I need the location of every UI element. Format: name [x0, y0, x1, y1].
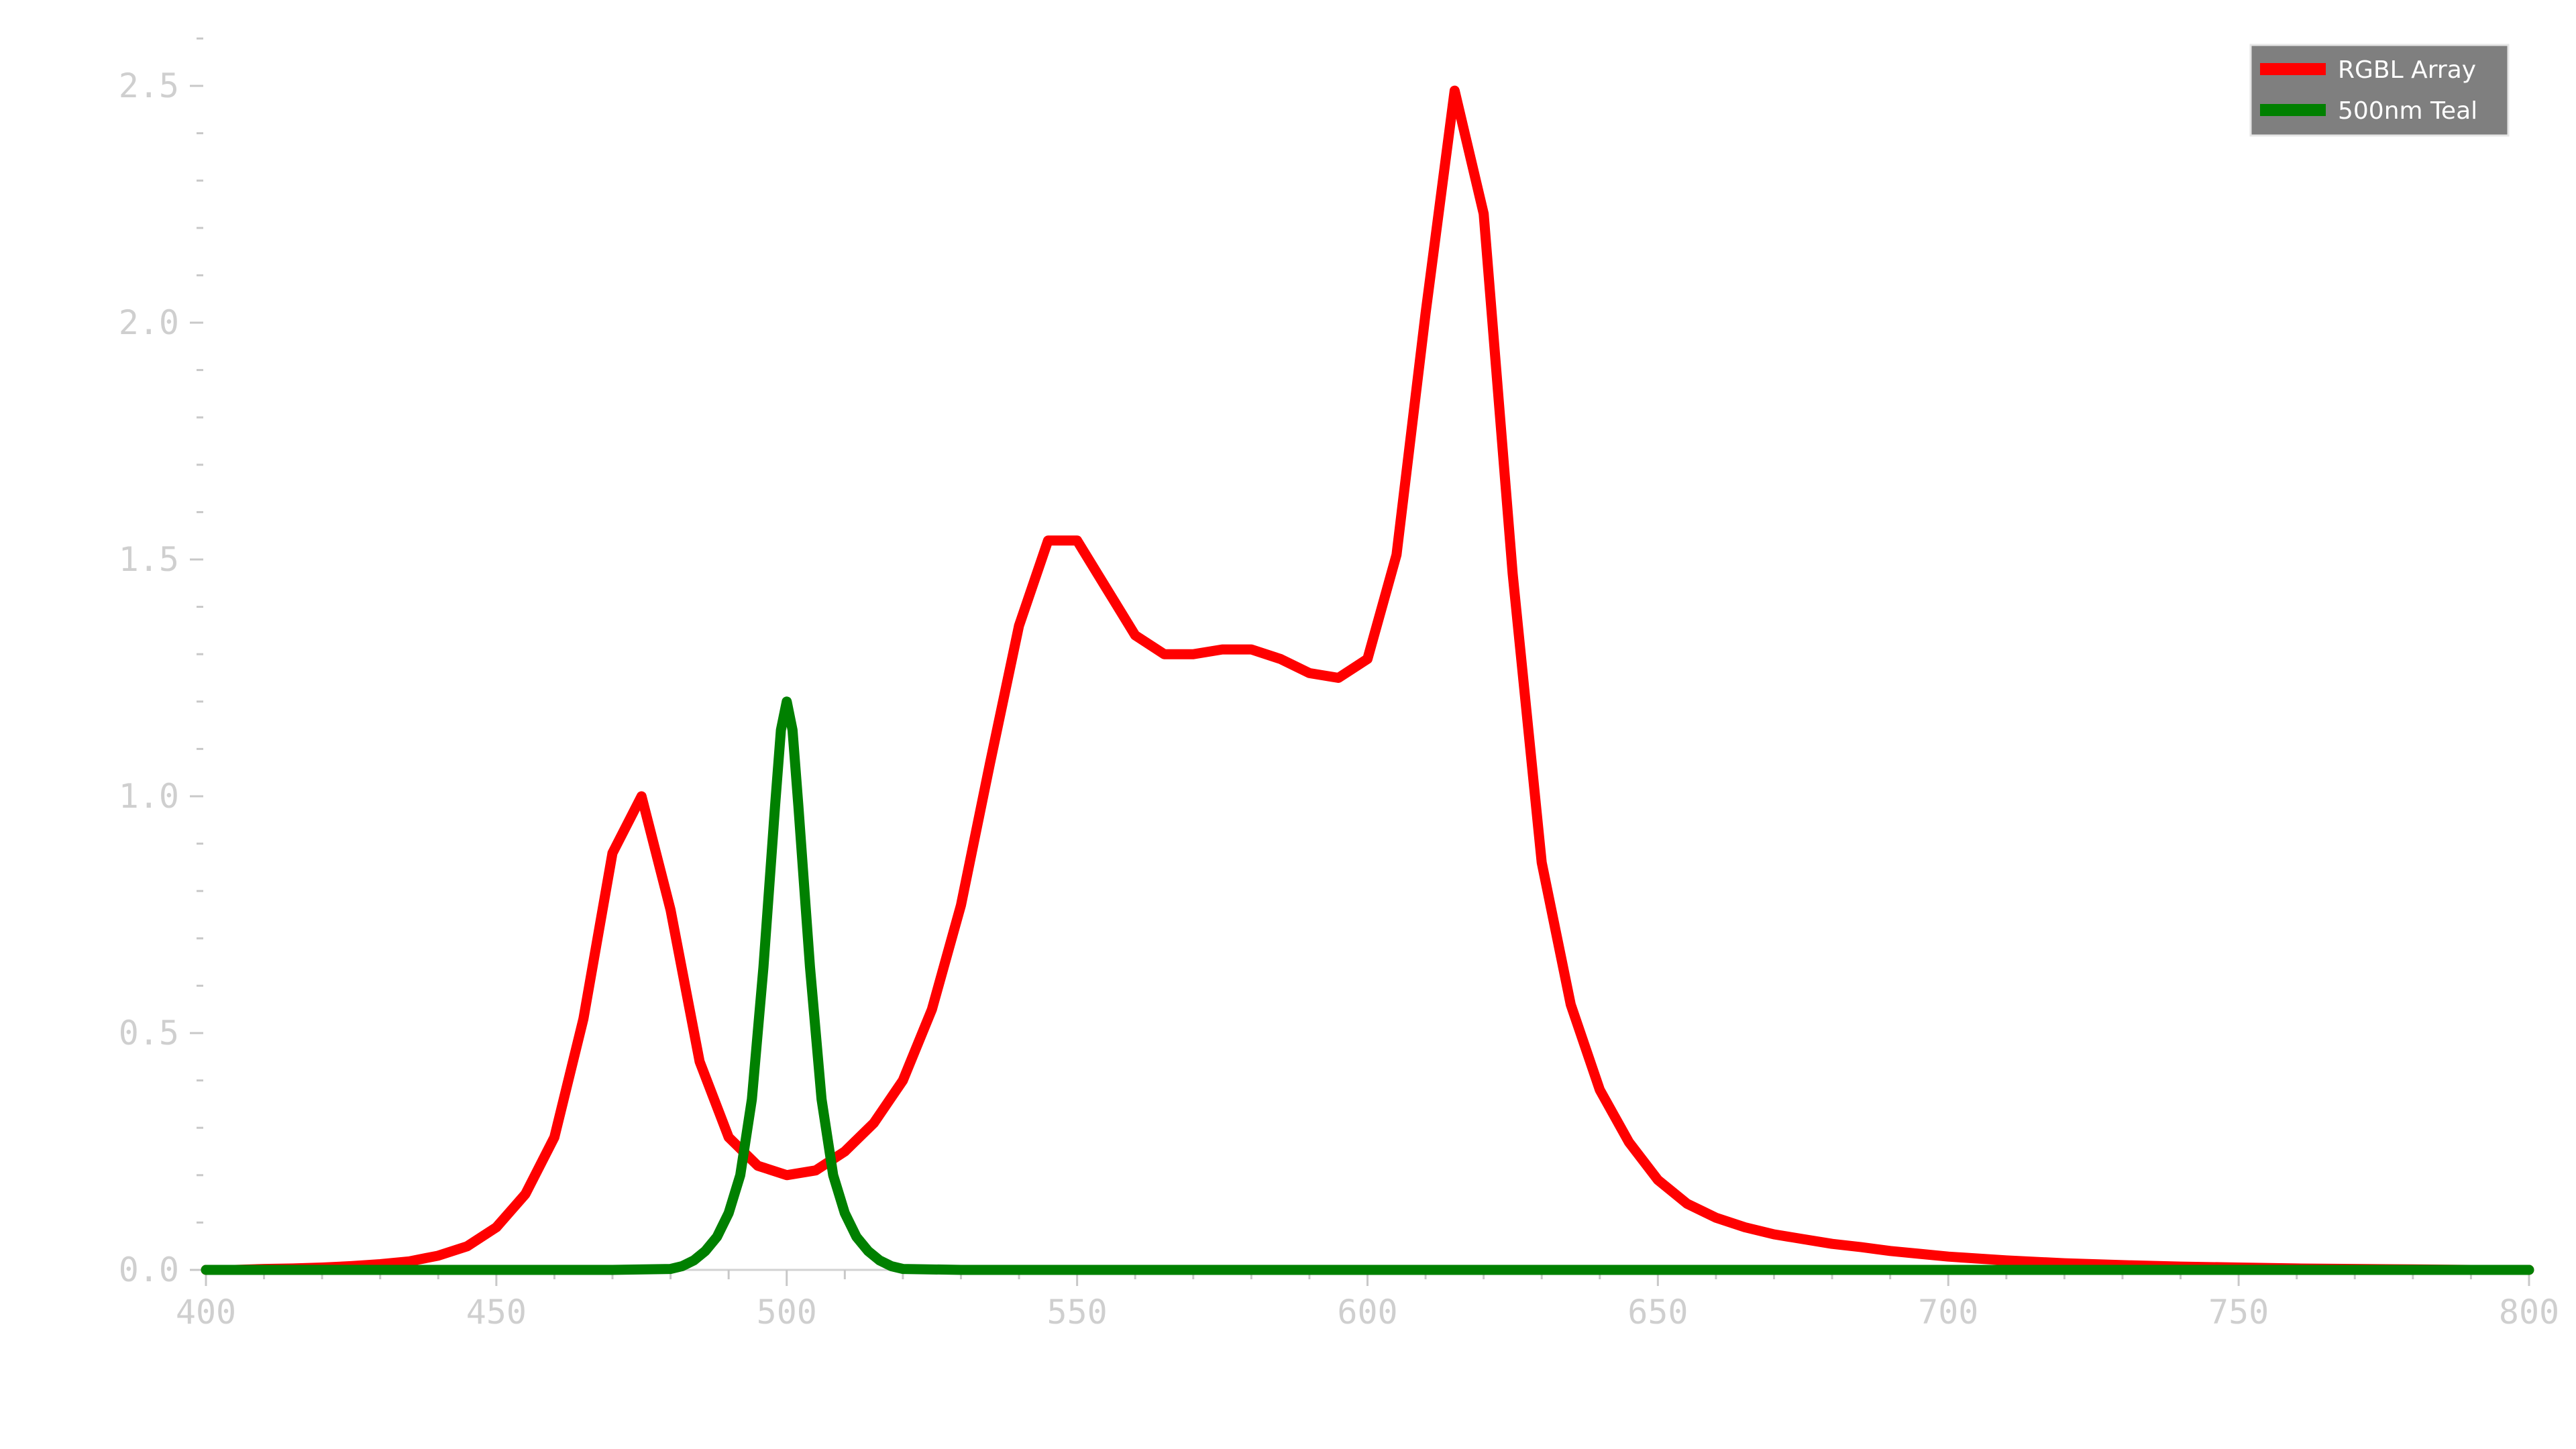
legend-label: 500nm Teal [2338, 97, 2477, 125]
series-lines [201, 85, 2534, 1275]
axes: 400 450 500 550 600 650 700 750 800 0.0 0.5 1.0 1.5 2… [119, 37, 2559, 1332]
legend: RGBL Array 500nm Teal [2249, 44, 2510, 137]
series-line-teal-500nm [201, 696, 2534, 1275]
x-tick-label: 550 [1046, 1293, 1107, 1332]
legend-label: RGBL Array [2338, 56, 2476, 84]
y-tick-label: 0.0 [119, 1250, 179, 1289]
x-tick-label: 400 [176, 1293, 236, 1332]
x-tick-label: 750 [2208, 1293, 2269, 1332]
y-tick-label: 1.5 [119, 540, 179, 579]
y-tick-label: 2.0 [119, 303, 179, 342]
x-tick-label: 600 [1337, 1293, 1397, 1332]
y-tick-label: 0.5 [119, 1014, 179, 1053]
x-tick-label: 800 [2499, 1293, 2559, 1332]
x-tick-label: 650 [1627, 1293, 1688, 1332]
x-tick-label: 450 [466, 1293, 527, 1332]
x-tick-label: 500 [757, 1293, 817, 1332]
series-line-rgbl-array [201, 85, 2534, 1275]
y-tick-label: 1.0 [119, 777, 179, 816]
x-tick-label: 700 [1918, 1293, 1978, 1332]
legend-box [2249, 44, 2510, 137]
y-tick-label: 2.5 [119, 66, 179, 105]
